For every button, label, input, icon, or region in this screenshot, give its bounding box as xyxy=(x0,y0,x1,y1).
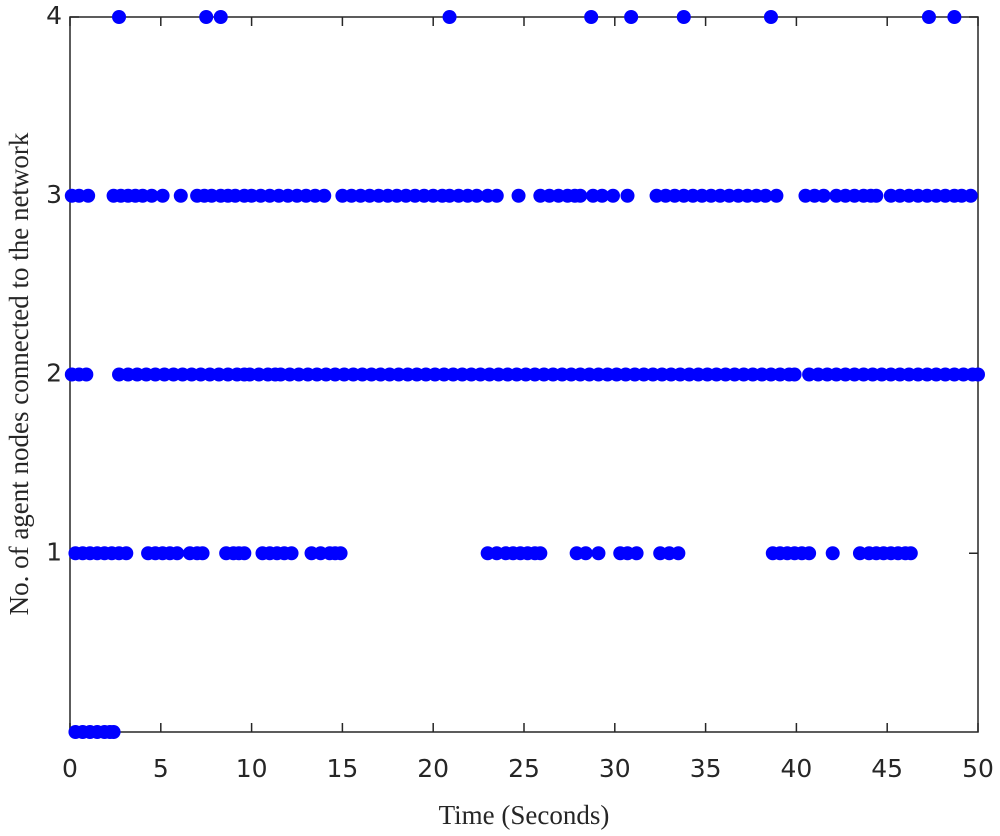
point xyxy=(629,546,644,561)
point xyxy=(119,546,134,561)
point xyxy=(106,725,121,739)
point xyxy=(787,367,802,382)
point xyxy=(605,188,620,203)
point xyxy=(671,546,686,561)
point xyxy=(442,10,457,24)
point xyxy=(81,188,96,203)
point xyxy=(79,367,94,382)
point xyxy=(676,10,691,24)
point xyxy=(112,10,127,24)
point xyxy=(595,188,610,203)
y-axis-label: No. of agent nodes connected to the netw… xyxy=(4,132,34,615)
x-tick-label: 40 xyxy=(780,754,812,783)
point xyxy=(317,188,332,203)
y-tick-label: 4 xyxy=(46,1,62,30)
y-tick-label: 3 xyxy=(46,180,62,209)
point xyxy=(591,546,606,561)
point xyxy=(573,188,588,203)
point xyxy=(816,188,831,203)
point xyxy=(769,188,784,203)
x-tick-label: 10 xyxy=(236,754,268,783)
point xyxy=(284,546,299,561)
y-tick-label: 1 xyxy=(46,537,62,566)
point xyxy=(758,188,773,203)
point xyxy=(533,546,548,561)
y-tick-label: 2 xyxy=(46,359,62,388)
point xyxy=(763,10,778,24)
point xyxy=(155,188,170,203)
point xyxy=(578,546,593,561)
point xyxy=(624,10,639,24)
point xyxy=(802,546,817,561)
point xyxy=(903,546,918,561)
point xyxy=(511,188,526,203)
point xyxy=(170,546,185,561)
x-tick-label: 0 xyxy=(62,754,78,783)
point xyxy=(469,188,484,203)
point xyxy=(869,188,884,203)
point xyxy=(333,546,348,561)
point xyxy=(584,10,599,24)
x-tick-label: 20 xyxy=(417,754,449,783)
point xyxy=(947,10,962,24)
point xyxy=(825,546,840,561)
x-tick-label: 45 xyxy=(871,754,903,783)
x-tick-label: 30 xyxy=(599,754,631,783)
x-tick-label: 15 xyxy=(326,754,358,783)
point xyxy=(963,188,978,203)
point xyxy=(237,546,252,561)
x-tick-label: 35 xyxy=(690,754,722,783)
x-tick-label: 50 xyxy=(962,754,994,783)
x-axis-label: Time (Seconds) xyxy=(439,800,610,830)
point xyxy=(971,367,985,382)
point xyxy=(173,188,188,203)
point xyxy=(620,188,635,203)
point xyxy=(921,10,936,24)
point xyxy=(144,188,159,203)
point xyxy=(489,188,504,203)
point xyxy=(213,10,228,24)
x-tick-label: 5 xyxy=(153,754,169,783)
point xyxy=(195,546,210,561)
point xyxy=(199,10,214,24)
x-tick-label: 25 xyxy=(508,754,540,783)
